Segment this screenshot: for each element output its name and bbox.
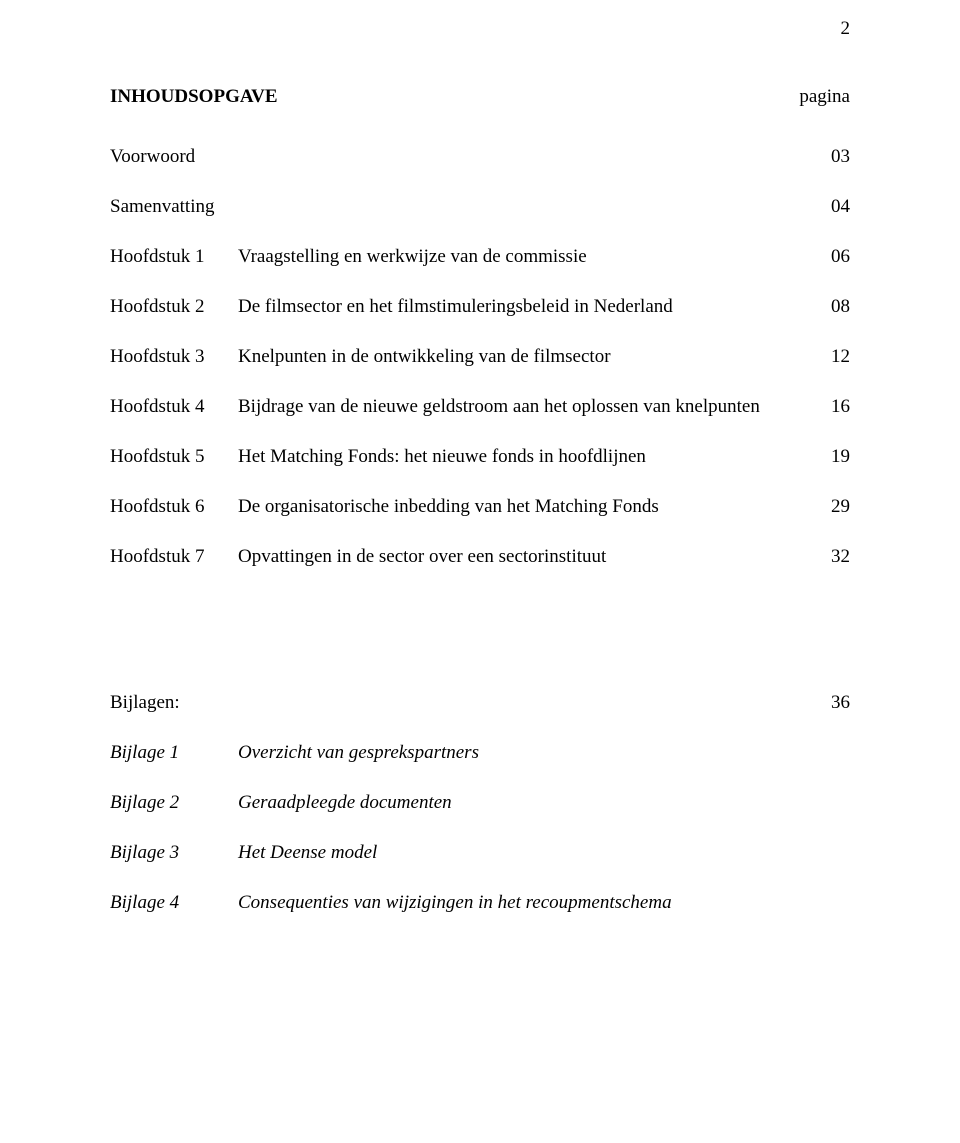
- toc-label: Hoofdstuk 5: [110, 432, 238, 482]
- attachment-row: Bijlage 4 Consequenties van wijzigingen …: [110, 878, 850, 928]
- toc-label: Hoofdstuk 7: [110, 532, 238, 582]
- toc-row: Voorwoord 03: [110, 146, 850, 182]
- toc-title: De filmsector en het filmstimuleringsbel…: [238, 282, 814, 332]
- toc-row: Hoofdstuk 5 Het Matching Fonds: het nieu…: [110, 432, 850, 482]
- toc-title: Bijdrage van de nieuwe geldstroom aan he…: [238, 382, 814, 432]
- toc-heading: INHOUDSOPGAVE: [110, 86, 850, 108]
- toc-page: 06: [814, 232, 850, 282]
- toc-page: 03: [814, 146, 850, 182]
- attachment-label: Bijlage 4: [110, 878, 238, 928]
- toc-title: Het Matching Fonds: het nieuwe fonds in …: [238, 432, 814, 482]
- toc-row: Hoofdstuk 3 Knelpunten in de ontwikkelin…: [110, 332, 850, 382]
- toc-title: Knelpunten in de ontwikkeling van de fil…: [238, 332, 814, 382]
- attachment-label: Bijlage 1: [110, 728, 238, 778]
- toc-label: Voorwoord: [110, 146, 238, 182]
- toc-row: Hoofdstuk 1 Vraagstelling en werkwijze v…: [110, 232, 850, 282]
- toc-title: Opvattingen in de sector over een sector…: [238, 532, 814, 582]
- attachment-page: [814, 728, 850, 778]
- content-area: INHOUDSOPGAVE pagina Voorwoord 03 Samenv…: [110, 86, 850, 928]
- toc-page: 04: [814, 182, 850, 232]
- page-column-header: pagina: [799, 86, 850, 108]
- attachment-label: Bijlage 2: [110, 778, 238, 828]
- toc-label: Samenvatting: [110, 182, 238, 232]
- toc-page: 12: [814, 332, 850, 382]
- toc-label: Hoofdstuk 6: [110, 482, 238, 532]
- attachments-heading-row: Bijlagen: 36: [110, 692, 850, 728]
- attachment-title: Consequenties van wijzigingen in het rec…: [238, 878, 814, 928]
- page: 2 INHOUDSOPGAVE pagina Voorwoord 03 Same…: [0, 0, 960, 1143]
- toc-page: 29: [814, 482, 850, 532]
- toc-row: Hoofdstuk 2 De filmsector en het filmsti…: [110, 282, 850, 332]
- attachments-heading-label: Bijlagen:: [110, 692, 238, 728]
- attachment-page: [814, 828, 850, 878]
- toc-label: Hoofdstuk 3: [110, 332, 238, 382]
- toc-row: Hoofdstuk 7 Opvattingen in de sector ove…: [110, 532, 850, 582]
- toc-label: Hoofdstuk 4: [110, 382, 238, 432]
- attachment-label: Bijlage 3: [110, 828, 238, 878]
- toc-title: Vraagstelling en werkwijze van de commis…: [238, 232, 814, 282]
- attachment-page: [814, 778, 850, 828]
- attachments-heading-spacer: [238, 692, 814, 728]
- attachment-row: Bijlage 2 Geraadpleegde documenten: [110, 778, 850, 828]
- attachment-title: Geraadpleegde documenten: [238, 778, 814, 828]
- toc-row: Hoofdstuk 6 De organisatorische inbeddin…: [110, 482, 850, 532]
- toc-row: Hoofdstuk 4 Bijdrage van de nieuwe gelds…: [110, 382, 850, 432]
- toc-title: [238, 182, 814, 232]
- attachments-heading-page: 36: [814, 692, 850, 728]
- toc-row: Samenvatting 04: [110, 182, 850, 232]
- section-gap: [110, 582, 850, 692]
- toc-title: [238, 146, 814, 182]
- toc-label: Hoofdstuk 1: [110, 232, 238, 282]
- toc-title: De organisatorische inbedding van het Ma…: [238, 482, 814, 532]
- toc-page: 16: [814, 382, 850, 432]
- toc-page: 32: [814, 532, 850, 582]
- attachment-title: Overzicht van gesprekspartners: [238, 728, 814, 778]
- attachment-row: Bijlage 1 Overzicht van gesprekspartners: [110, 728, 850, 778]
- toc-page: 19: [814, 432, 850, 482]
- toc-table: Voorwoord 03 Samenvatting 04 Hoofdstuk 1…: [110, 146, 850, 928]
- attachment-page: [814, 878, 850, 928]
- attachment-title: Het Deense model: [238, 828, 814, 878]
- toc-label: Hoofdstuk 2: [110, 282, 238, 332]
- page-number: 2: [841, 18, 851, 40]
- toc-page: 08: [814, 282, 850, 332]
- attachment-row: Bijlage 3 Het Deense model: [110, 828, 850, 878]
